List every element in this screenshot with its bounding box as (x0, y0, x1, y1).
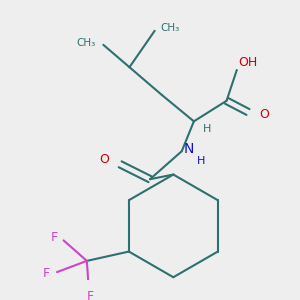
Text: O: O (99, 153, 109, 166)
Text: F: F (51, 231, 58, 244)
Text: O: O (259, 108, 269, 121)
Text: H: H (203, 124, 212, 134)
Text: CH₃: CH₃ (76, 38, 96, 48)
Text: F: F (87, 290, 94, 300)
Text: F: F (42, 268, 50, 281)
Text: N: N (184, 142, 194, 156)
Text: CH₃: CH₃ (160, 23, 179, 33)
Text: H: H (197, 155, 205, 166)
Text: OH: OH (239, 56, 258, 69)
